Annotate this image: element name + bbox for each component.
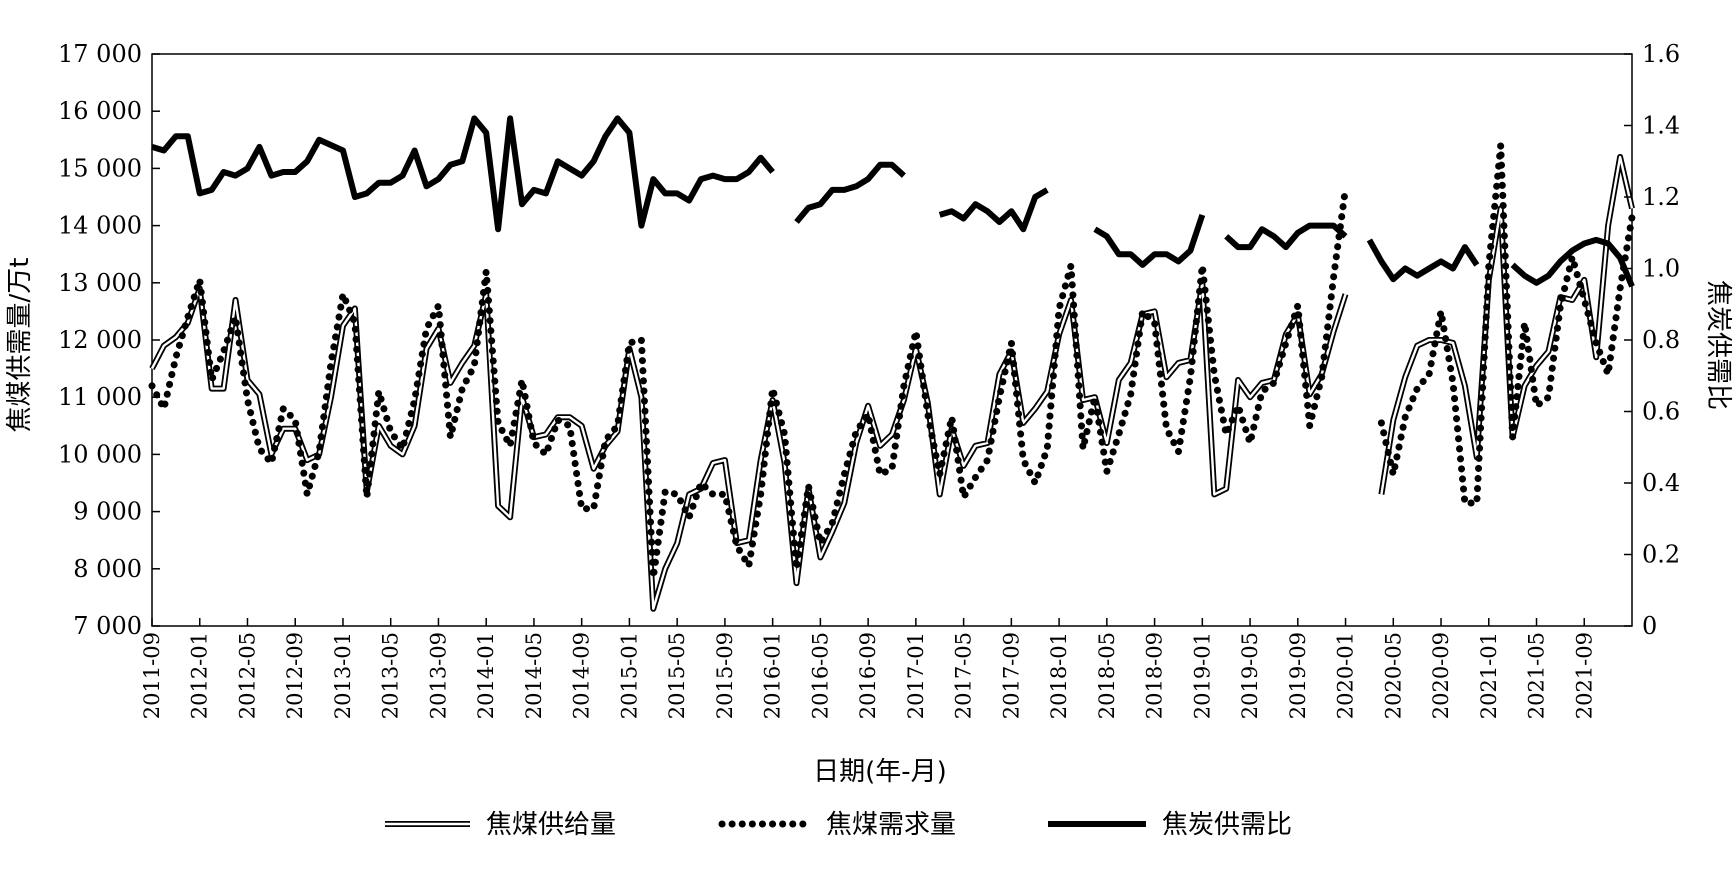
series-line-ratio [1224,222,1348,251]
x-axis-title: 日期(年-月) [813,757,947,787]
x-tick-label: 2016-09 [856,632,880,719]
legend-label-ratio: 焦炭供需比 [1162,810,1292,840]
x-tick-label: 2019-09 [1286,632,1310,719]
y-left-tick-label: 9 000 [73,498,142,526]
x-tick-label: 2020-09 [1429,632,1453,719]
right-y-axis: 0 0.2 0.4 0.6 0.8 1.0 1.2 1.4 1.6 [1624,40,1680,640]
y-right-tick-label: 0.6 [1642,398,1680,426]
legend-item-ratio: 焦炭供需比 [1048,810,1292,840]
y-axis-right-title: 焦炭供需比 [1703,280,1733,410]
x-tick-label: 2020-01 [1334,632,1358,719]
y-left-tick-label: 17 000 [58,40,142,68]
x-tick-label: 2018-05 [1095,632,1119,719]
x-tick-label: 2013-09 [426,632,450,719]
x-tick-label: 2014-01 [474,632,498,719]
x-tick-label: 2011-09 [140,632,164,719]
y-left-tick-label: 10 000 [58,440,142,468]
series-line-supply-inner [1380,155,1634,495]
series-line-demand [148,184,1349,581]
y-right-tick-label: 0.2 [1642,541,1680,569]
y-right-tick-label: 0.8 [1642,326,1680,354]
y-left-tick-label: 14 000 [58,212,142,240]
x-tick-label: 2018-09 [1143,632,1167,719]
x-tick-label: 2016-01 [761,632,785,719]
x-tick-label: 2015-01 [617,632,641,719]
series-2 [151,115,1635,288]
x-tick-label: 2019-05 [1238,632,1262,719]
y-left-tick-label: 7 000 [73,612,142,640]
y-left-tick-label: 13 000 [58,269,142,297]
y-right-tick-label: 1.2 [1642,183,1680,211]
legend-label-supply: 焦煤供给量 [486,810,616,840]
legend: 焦煤供给量 焦煤需求量 焦炭供需比 [385,810,1292,840]
y-right-tick-label: 0.4 [1642,469,1680,497]
series-line-ratio [794,161,906,224]
series-line-demand [1377,142,1636,507]
x-tick-label: 2013-01 [331,632,355,719]
series-line-ratio [1093,213,1206,268]
x-tick-label: 2014-05 [522,632,546,719]
x-tick-label: 2017-05 [952,632,976,719]
x-tick-label: 2018-01 [1047,632,1071,719]
y-right-tick-label: 1.0 [1642,255,1680,283]
x-tick-label: 2021-09 [1572,632,1596,719]
x-tick-label: 2014-09 [570,632,594,719]
legend-label-demand: 焦煤需求量 [826,810,956,840]
series-line-ratio [1366,238,1480,283]
x-tick-label: 2012-05 [235,632,259,719]
series-0 [149,154,1635,612]
x-axis: 2011-09 2012-01 2012-05 2012-09 2013-01 2013-… [140,618,1596,719]
legend-item-demand: 焦煤需求量 [718,810,956,840]
series-line-ratio [938,187,1049,233]
y-left-tick-label: 15 000 [58,154,142,182]
x-tick-label: 2012-01 [188,632,212,719]
y-left-tick-label: 16 000 [58,97,142,125]
x-tick-label: 2012-09 [283,632,307,719]
y-right-tick-label: 1.4 [1642,112,1680,140]
y-axis-left-title: 焦煤供需量/万t [5,258,35,433]
series-1 [148,142,1636,581]
series-line-supply-outer [149,279,1349,612]
series-line-supply-inner [150,281,1347,610]
y-right-tick-label: 1.6 [1642,40,1680,68]
x-tick-label: 2021-05 [1525,632,1549,719]
x-tick-label: 2021-01 [1477,632,1501,719]
plot-area [151,53,1633,627]
y-left-tick-label: 11 000 [58,383,142,411]
x-tick-label: 2017-01 [904,632,928,719]
x-tick-label: 2015-09 [713,632,737,719]
left-y-axis: 7 000 8 000 9 000 10 000 11 000 12 000 13 000 1… [58,40,160,640]
x-tick-label: 2015-05 [665,632,689,719]
x-tick-label: 2013-05 [379,632,403,719]
legend-item-supply: 焦煤供给量 [385,810,616,840]
y-left-tick-label: 8 000 [73,555,142,583]
x-tick-label: 2017-09 [999,632,1023,719]
series-line-ratio [1510,236,1635,288]
y-left-tick-label: 12 000 [58,326,142,354]
x-tick-label: 2016-05 [808,632,832,719]
x-tick-label: 2020-05 [1381,632,1405,719]
x-tick-label: 2019-01 [1190,632,1214,719]
y-right-tick-label: 0 [1642,612,1657,640]
series-line-ratio [151,115,775,233]
series-layer [148,115,1636,612]
